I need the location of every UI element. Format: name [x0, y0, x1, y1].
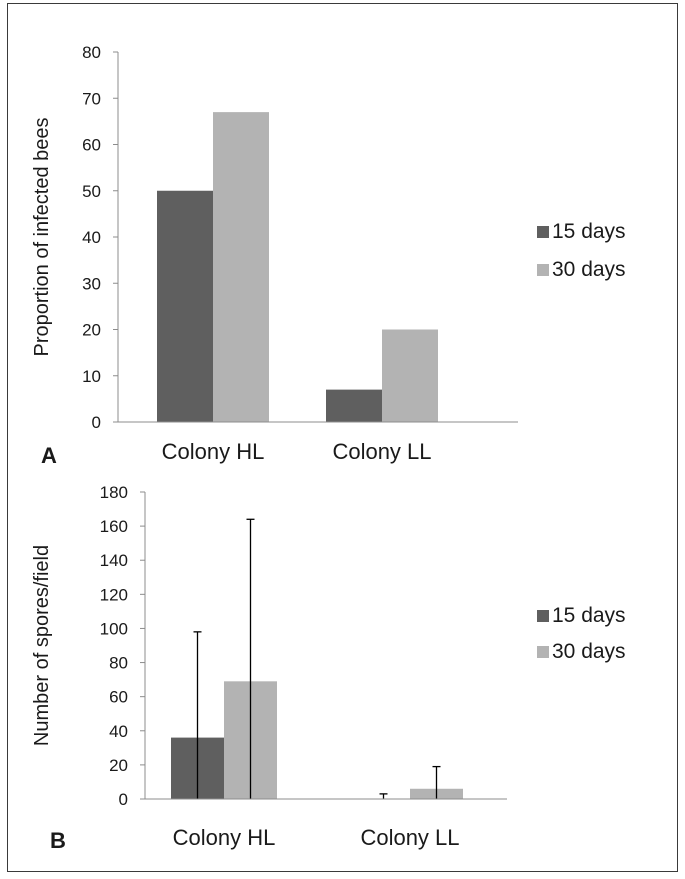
y-tick-label: 60: [82, 136, 101, 155]
y-axis-label: Number of spores/field: [31, 545, 53, 746]
legend-swatch-30-days: [537, 264, 549, 276]
legend-swatch-15-days: [537, 610, 549, 622]
y-tick-label: 40: [109, 722, 128, 741]
y-tick-label: 80: [109, 654, 128, 673]
y-tick-label: 160: [100, 517, 128, 536]
category-label: Colony HL: [162, 439, 265, 464]
y-tick-label: 140: [100, 551, 128, 570]
panel-label: A: [41, 443, 57, 468]
y-tick-label: 50: [82, 182, 101, 201]
y-tick-label: 40: [82, 228, 101, 247]
y-tick-label: 180: [100, 483, 128, 502]
category-label: Colony LL: [332, 439, 431, 464]
y-tick-label: 60: [109, 688, 128, 707]
bar-colony-ll-15-days: [326, 389, 382, 422]
category-label: Colony LL: [360, 825, 459, 850]
legend-label: 15 days: [552, 220, 626, 243]
y-tick-label: 20: [82, 321, 101, 340]
figure-frame: [7, 3, 678, 872]
bar-colony-hl-30-days: [213, 112, 269, 422]
legend-swatch-15-days: [537, 226, 549, 238]
panel-label: B: [50, 828, 66, 853]
category-label: Colony HL: [173, 825, 276, 850]
y-tick-label: 70: [82, 89, 101, 108]
y-tick-label: 0: [92, 413, 101, 432]
legend-label: 30 days: [552, 258, 626, 281]
y-tick-label: 20: [109, 756, 128, 775]
legend-label: 30 days: [552, 640, 626, 663]
y-tick-label: 100: [100, 619, 128, 638]
legend-swatch-30-days: [537, 646, 549, 658]
bar-colony-hl-15-days: [157, 190, 213, 422]
y-tick-label: 120: [100, 585, 128, 604]
bar-colony-ll-30-days: [382, 329, 438, 422]
y-tick-label: 10: [82, 367, 101, 386]
legend-label: 15 days: [552, 604, 626, 627]
y-tick-label: 80: [82, 43, 101, 62]
y-axis-label: Proportion of infected bees: [31, 117, 53, 356]
y-tick-label: 30: [82, 274, 101, 293]
y-tick-label: 0: [119, 790, 128, 809]
